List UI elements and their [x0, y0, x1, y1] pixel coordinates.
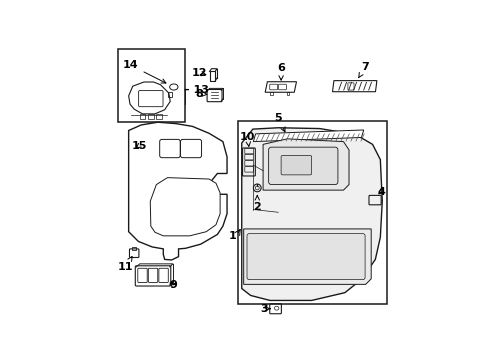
Text: 1: 1	[228, 231, 236, 241]
Bar	[148, 114, 153, 118]
Text: 5: 5	[274, 113, 285, 132]
Bar	[286, 92, 288, 95]
Text: – 13: – 13	[183, 85, 208, 95]
Text: 12: 12	[191, 68, 207, 78]
Bar	[140, 114, 145, 118]
Polygon shape	[128, 122, 226, 260]
Bar	[132, 247, 136, 250]
FancyBboxPatch shape	[180, 139, 201, 158]
Text: 15: 15	[131, 141, 146, 151]
Polygon shape	[253, 130, 363, 141]
Text: 4: 4	[377, 186, 385, 197]
Bar	[156, 114, 162, 118]
Polygon shape	[241, 128, 382, 301]
Text: 11: 11	[117, 257, 133, 272]
Polygon shape	[150, 177, 220, 236]
Polygon shape	[243, 229, 370, 284]
FancyBboxPatch shape	[246, 234, 365, 280]
Text: 2: 2	[253, 195, 261, 212]
FancyBboxPatch shape	[268, 147, 337, 185]
FancyBboxPatch shape	[160, 139, 180, 158]
Text: 6: 6	[277, 63, 285, 80]
Text: 7: 7	[358, 62, 368, 78]
Text: 3: 3	[260, 304, 270, 314]
Text: 8: 8	[195, 89, 206, 99]
Bar	[270, 92, 272, 95]
Text: 10: 10	[240, 132, 255, 147]
Bar	[117, 49, 185, 122]
Bar	[237, 121, 386, 304]
Text: 14: 14	[123, 60, 165, 83]
FancyBboxPatch shape	[281, 156, 311, 175]
Bar	[168, 92, 171, 97]
Text: 9: 9	[169, 280, 177, 290]
Polygon shape	[263, 139, 348, 190]
